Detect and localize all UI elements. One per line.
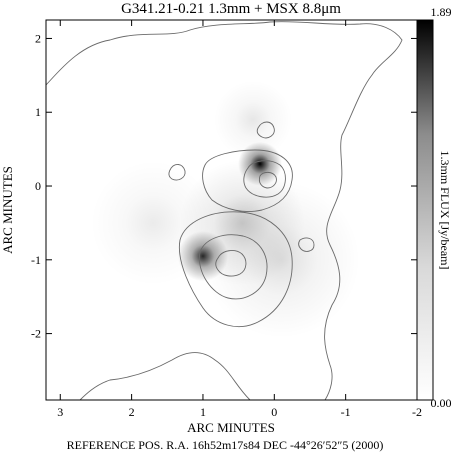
y-tick-label: -1	[31, 253, 41, 267]
contour-island	[168, 164, 186, 181]
colorbar-frame	[416, 19, 434, 401]
x-tick-label: -2	[412, 405, 422, 419]
chart-title: G341.21-0.21 1.3mm + MSX 8.8μm	[121, 1, 341, 17]
flux-source	[202, 181, 360, 339]
contour-south-1	[178, 211, 293, 328]
flux-map	[90, 80, 360, 339]
contour-north-2	[243, 160, 286, 198]
x-tick-label: 0	[271, 405, 277, 419]
x-tick-label: -1	[341, 405, 351, 419]
colorbar-max-label: 1.89	[431, 5, 452, 19]
y-tick-label: -2	[31, 327, 41, 341]
colorbar: 1.89 0.00 1.3mm FLUX [Jy/beam]	[416, 5, 452, 410]
contour-outer	[46, 21, 403, 400]
contour-south-2	[198, 234, 268, 300]
flux-source	[90, 160, 216, 286]
colorbar-label: 1.3mm FLUX [Jy/beam]	[438, 151, 452, 270]
colorbar-gradient	[417, 20, 433, 400]
colorbar-min-label: 0.00	[431, 396, 452, 410]
x-tick-label: 3	[57, 405, 63, 419]
x-tick-label: 1	[200, 405, 206, 419]
y-tick-label: 0	[35, 179, 41, 193]
reference-position: REFERENCE POS. R.A. 16h52m17s84 DEC -44°…	[67, 438, 384, 452]
flux-source	[213, 80, 293, 159]
contour-layer	[46, 21, 403, 400]
contour-island	[298, 237, 315, 252]
y-axis-label: ARC MINUTES	[0, 166, 15, 254]
y-ticks: 2 1 0 -1 -2	[31, 31, 417, 341]
y-tick-label: 1	[35, 105, 41, 119]
contour-north-3	[258, 171, 277, 189]
plot-area: 3 2 1 0 -1 -2 2 1 0 -1 -2	[31, 19, 422, 419]
x-axis-label: ARC MINUTES	[187, 420, 275, 435]
contour-north-1	[202, 149, 293, 212]
contour-island	[256, 121, 275, 139]
x-tick-label: 2	[129, 405, 135, 419]
contour-south-3	[215, 250, 247, 277]
y-tick-label: 2	[35, 31, 41, 45]
